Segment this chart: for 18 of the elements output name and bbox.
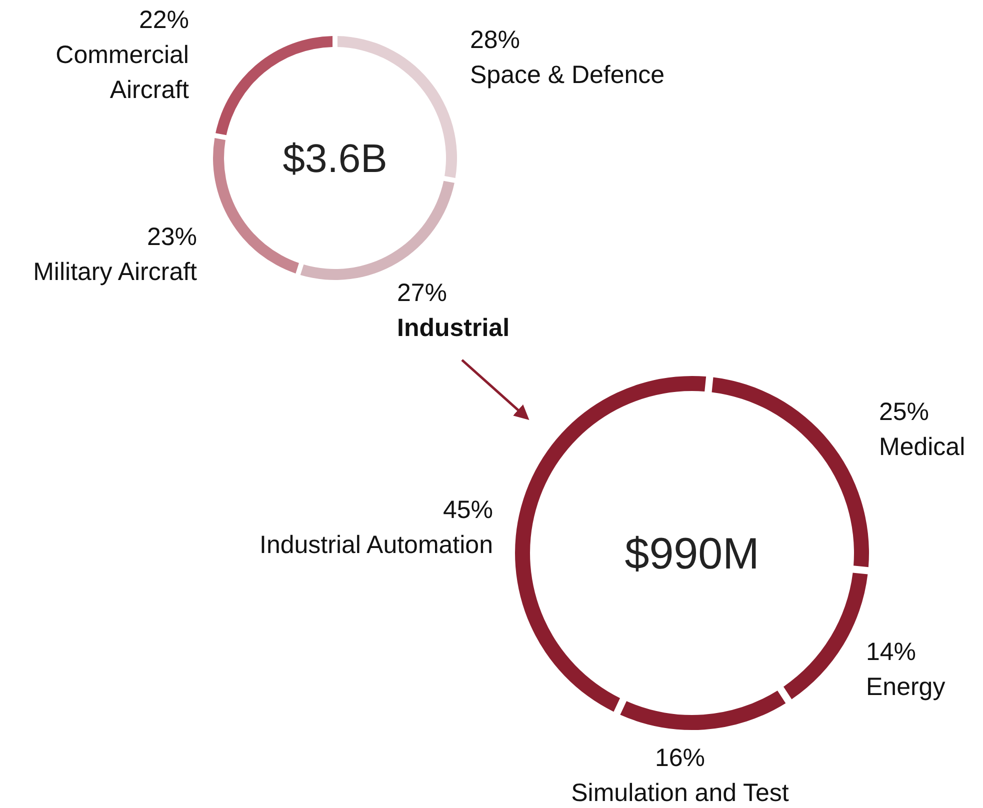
text: $990M xyxy=(624,529,760,578)
data-label: 45% xyxy=(442,496,493,524)
slice-label: Military Aircraft xyxy=(33,258,198,286)
data-label: 28% xyxy=(470,26,520,54)
data-label: 14% xyxy=(866,638,916,666)
slice-label: Medical xyxy=(879,433,966,461)
data-label: 27% xyxy=(397,279,448,307)
slice-label: Industrial xyxy=(397,314,510,342)
slice-label: Commercial Aircraft xyxy=(56,41,190,104)
text: $3.6B xyxy=(282,137,388,181)
data-label: 16% xyxy=(654,744,706,772)
data-label: 22% xyxy=(138,6,189,34)
data-label: 23% xyxy=(146,223,197,251)
slice-label: Simulation and Test xyxy=(571,779,789,807)
slice-label: Space & Defence xyxy=(470,61,665,89)
data-label: 25% xyxy=(879,398,930,426)
slice-label: Industrial Automation xyxy=(260,531,493,559)
slice-label: Energy xyxy=(866,673,946,701)
